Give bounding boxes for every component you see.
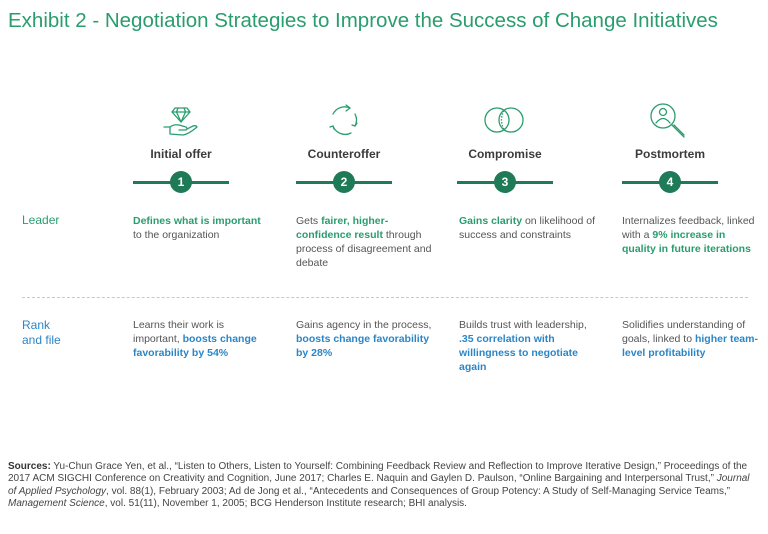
stage-label-initial-offer: Initial offer bbox=[150, 147, 212, 161]
row-divider bbox=[22, 297, 748, 298]
rank-cell-compromise: Builds trust with leadership, .35 correl… bbox=[459, 319, 587, 373]
leader-cell-compromise: Gains clarity on likelihood of success a… bbox=[459, 215, 595, 241]
leader-cell-counteroffer: Gets fairer, higher-confidence result th… bbox=[296, 215, 432, 269]
leader-cell-initial-offer: Defines what is important to the organiz… bbox=[133, 215, 261, 241]
step-number-3: 3 bbox=[494, 171, 516, 193]
row-label-leader: Leader bbox=[22, 213, 60, 227]
person-magnifier-icon bbox=[648, 100, 688, 140]
row-label-rank-and-file: Rank and file bbox=[22, 318, 61, 347]
stage-label-compromise: Compromise bbox=[468, 147, 542, 161]
rank-cell-postmortem: Solidifies understanding of goals, linke… bbox=[622, 319, 758, 359]
overlapping-circles-icon bbox=[484, 100, 524, 140]
leader-cell-postmortem: Internalizes feedback, linked with a 9% … bbox=[622, 215, 755, 255]
exhibit-title: Exhibit 2 - Negotiation Strategies to Im… bbox=[8, 9, 718, 32]
step-number-1: 1 bbox=[170, 171, 192, 193]
step-number-2: 2 bbox=[333, 171, 355, 193]
rank-cell-counteroffer: Gains agency in the process, boosts chan… bbox=[296, 319, 432, 359]
hand-diamond-icon bbox=[161, 100, 201, 140]
stage-label-counteroffer: Counteroffer bbox=[307, 147, 381, 161]
step-number-4: 4 bbox=[659, 171, 681, 193]
stage-label-postmortem: Postmortem bbox=[634, 147, 705, 161]
rank-cell-initial-offer: Learns their work is important, boosts c… bbox=[133, 319, 257, 359]
sources-note: Sources: Yu-Chun Grace Yen, et al., “Lis… bbox=[8, 461, 750, 510]
cycle-arrows-icon bbox=[324, 100, 364, 140]
